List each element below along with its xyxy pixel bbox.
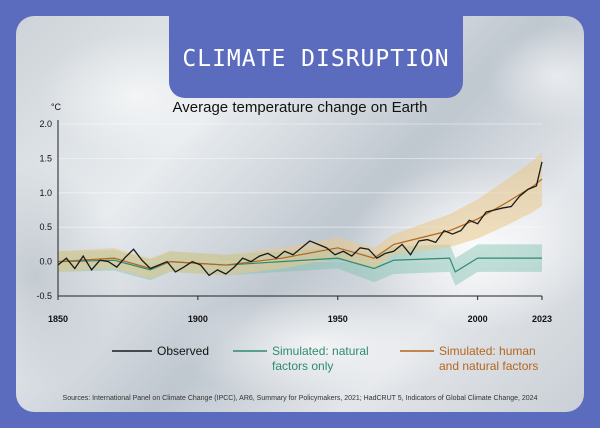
- y-axis-unit: °C: [51, 102, 62, 112]
- legend-label-observed: Observed: [157, 344, 209, 358]
- chart-title: Average temperature change on Earth: [173, 99, 428, 116]
- source-note: Sources: International Panel on Climate …: [63, 395, 538, 402]
- legend-label-human-1: Simulated: human: [439, 344, 536, 358]
- y-tick-label: 1.0: [39, 188, 52, 198]
- x-tick-label: 2023: [532, 314, 552, 324]
- legend-label-natural-1: Simulated: natural: [272, 344, 369, 358]
- legend-label-natural-2: factors only: [272, 359, 333, 373]
- x-tick-label: 2000: [468, 314, 488, 324]
- banner-title: CLIMATE DISRUPTION: [182, 46, 450, 72]
- series-line-natural: [57, 257, 542, 273]
- uncertainty-bands: [58, 152, 542, 286]
- y-tick-label: 0.0: [39, 257, 52, 267]
- y-tick-label: -0.5: [36, 291, 52, 301]
- banner: CLIMATE DISRUPTION: [169, 16, 463, 98]
- series-lines: [57, 161, 543, 277]
- y-tick-label: 0.5: [39, 222, 52, 232]
- x-tick-label: 1950: [328, 314, 348, 324]
- axes: [57, 120, 543, 300]
- y-tick-label: 1.5: [39, 153, 52, 163]
- tick-labels: -0.5 0.0 0.5 1.0 1.5 2.0 1850 1900 1950 2000 2023: [36, 119, 552, 324]
- y-tick-label: 2.0: [39, 119, 52, 129]
- x-tick-label: 1850: [48, 314, 68, 324]
- series-line-observed: [57, 161, 543, 277]
- legend-label-human-2: and natural factors: [439, 359, 538, 373]
- human-uncertainty-band: [58, 152, 542, 279]
- legend: Observed Simulated: natural factors only…: [112, 344, 538, 373]
- x-tick-label: 1900: [188, 314, 208, 324]
